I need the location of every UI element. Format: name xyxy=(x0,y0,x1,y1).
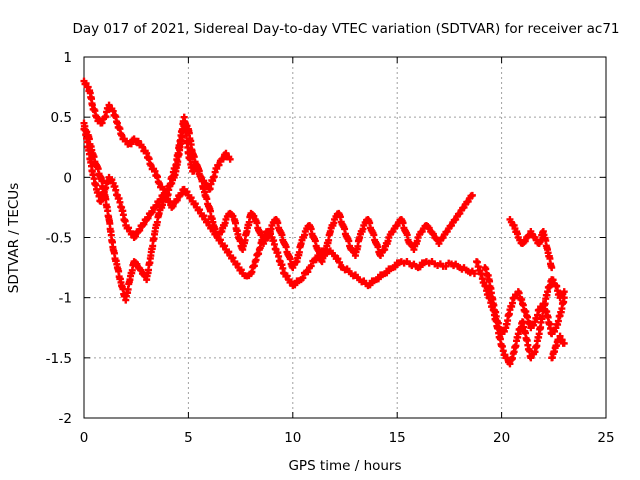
y-tick-label: -2 xyxy=(59,411,72,427)
axis-ticks xyxy=(83,56,607,419)
y-axis-label: SDTVAR / TECUs xyxy=(6,183,22,293)
y-tick-label: 0 xyxy=(63,170,72,186)
x-tick-label: 20 xyxy=(493,430,510,446)
x-tick-label: 5 xyxy=(184,430,193,446)
x-tick-label: 10 xyxy=(284,430,301,446)
y-tick-label: -1.5 xyxy=(46,351,72,367)
x-tick-labels: 0 5 10 15 20 25 xyxy=(80,430,615,446)
x-axis-label: GPS time / hours xyxy=(288,458,401,474)
y-tick-label: 1 xyxy=(63,50,72,66)
y-tick-label: -1 xyxy=(59,291,72,307)
y-tick-label: 0.5 xyxy=(51,110,72,126)
y-tick-labels: -2 -1.5 -1 -0.5 0 0.5 1 xyxy=(46,50,72,427)
grid xyxy=(84,57,606,418)
x-tick-label: 0 xyxy=(80,430,89,446)
series-track-e xyxy=(481,264,568,338)
y-tick-label: -0.5 xyxy=(46,231,72,247)
series-track-f xyxy=(506,215,556,272)
chart-title: Day 017 of 2021, Sidereal Day-to-day VTE… xyxy=(72,21,619,37)
x-tick-label: 15 xyxy=(389,430,406,446)
series-track-c xyxy=(80,119,476,304)
data-series xyxy=(80,77,568,368)
x-tick-label: 25 xyxy=(597,430,614,446)
series-track-g xyxy=(548,332,568,362)
